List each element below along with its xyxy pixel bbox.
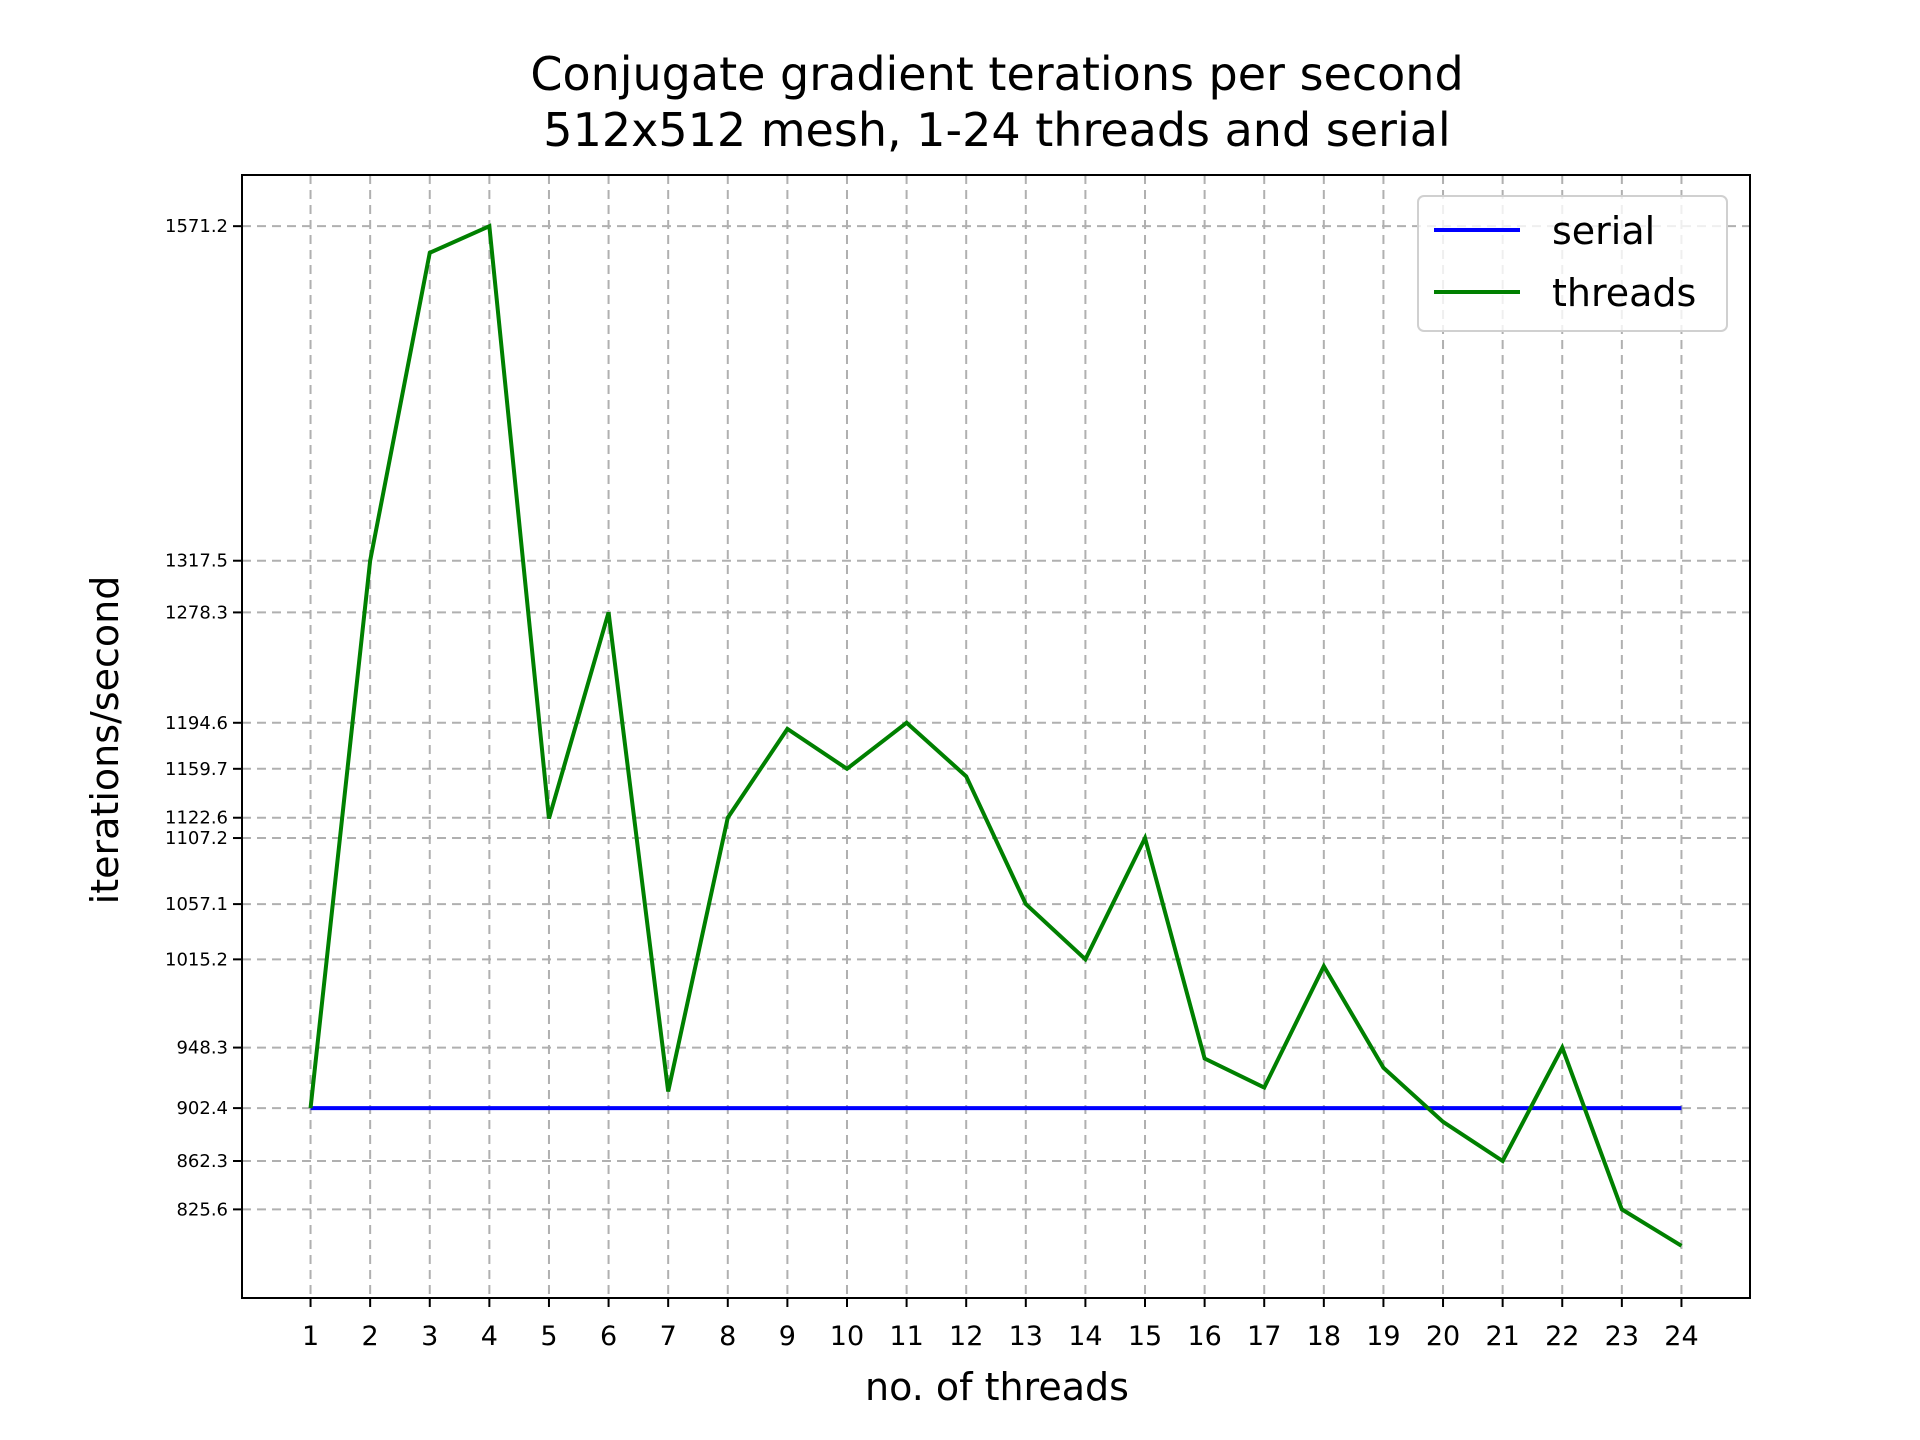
y-tick-label: 1122.6 [165, 808, 228, 829]
x-tick-label: 2 [362, 1321, 379, 1352]
grid [242, 175, 1750, 1298]
x-tick-label: 13 [1009, 1321, 1043, 1352]
x-tick-label: 4 [481, 1321, 498, 1352]
chart-title-line-2: 512x512 mesh, 1-24 threads and serial [543, 103, 1450, 157]
x-tick-label: 11 [889, 1321, 923, 1352]
y-tick-label: 862.3 [176, 1151, 228, 1172]
y-tick-label: 1571.2 [165, 216, 228, 237]
x-tick-label: 14 [1068, 1321, 1102, 1352]
x-tick-label: 18 [1307, 1321, 1341, 1352]
y-tick-label: 825.6 [176, 1199, 228, 1220]
y-tick-label: 1278.3 [165, 602, 228, 623]
x-tick-label: 23 [1605, 1321, 1639, 1352]
y-tick-label: 1159.7 [165, 759, 228, 780]
x-tick-label: 5 [540, 1321, 557, 1352]
x-tick-label: 7 [660, 1321, 677, 1352]
series-line-threads [308, 223, 1683, 1248]
y-tick-label: 1317.5 [165, 551, 228, 572]
legend: serial threads [1417, 195, 1728, 332]
x-tick-label: 9 [779, 1321, 796, 1352]
y-tick-label: 1057.1 [165, 894, 228, 915]
x-tick-label: 8 [719, 1321, 736, 1352]
x-tick-label: 1 [302, 1321, 319, 1352]
y-tick-label: 1015.2 [165, 949, 228, 970]
x-tick-label: 19 [1366, 1321, 1400, 1352]
chart-title-line-1: Conjugate gradient terations per second [530, 47, 1463, 101]
x-tick-label: 12 [949, 1321, 983, 1352]
legend-label-threads: threads [1552, 271, 1696, 315]
x-tick-label: 22 [1545, 1321, 1579, 1352]
legend-label-serial: serial [1552, 209, 1655, 253]
x-tick-label: 21 [1485, 1321, 1519, 1352]
x-axis-ticks: 1 2 3 4 5 6 7 8 9 10 11 12 13 14 15 16 17 18 19 20 21 22 23 24 [302, 1298, 1699, 1352]
y-axis-ticks: 825.6862.3902.4948.31015.21057.11107.211… [165, 216, 242, 1220]
x-tick-label: 10 [830, 1321, 864, 1352]
y-tick-label: 1107.2 [165, 828, 228, 849]
plot-frame [241, 174, 1751, 1299]
x-tick-label: 6 [600, 1321, 617, 1352]
x-tick-label: 24 [1664, 1321, 1698, 1352]
y-tick-label: 902.4 [176, 1098, 228, 1119]
x-tick-label: 20 [1426, 1321, 1460, 1352]
x-tick-label: 3 [421, 1321, 438, 1352]
x-tick-label: 15 [1128, 1321, 1162, 1352]
y-tick-label: 1194.6 [165, 713, 228, 734]
series-lines [308, 223, 1683, 1248]
x-axis-label: no. of threads [865, 1365, 1129, 1409]
x-tick-label: 16 [1187, 1321, 1221, 1352]
x-tick-label: 17 [1247, 1321, 1281, 1352]
y-axis-label: iterations/second [83, 576, 127, 905]
y-tick-label: 948.3 [176, 1038, 228, 1059]
